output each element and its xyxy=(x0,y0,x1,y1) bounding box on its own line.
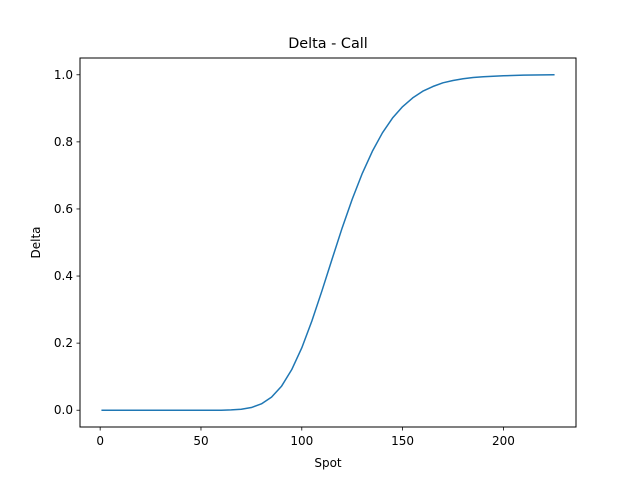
x-tick-label: 100 xyxy=(290,434,313,448)
x-axis-ticks: 0 50 100 150 200 xyxy=(96,427,515,448)
x-tick-label: 150 xyxy=(391,434,414,448)
x-tick-label: 200 xyxy=(492,434,515,448)
axes-frame xyxy=(79,57,577,428)
x-axis-label: Spot xyxy=(314,456,342,470)
chart-title: Delta - Call xyxy=(288,36,368,52)
y-tick-label: 0.2 xyxy=(54,336,73,350)
y-axis-label: Delta xyxy=(29,226,43,258)
x-tick-label: 0 xyxy=(96,434,104,448)
y-axis-ticks: 0.0 0.2 0.4 0.6 0.8 1.0 xyxy=(54,68,80,417)
plot-area xyxy=(101,74,555,411)
series-line-0 xyxy=(101,74,555,411)
y-tick-label: 0.8 xyxy=(54,135,73,149)
y-tick-label: 0.4 xyxy=(54,269,73,283)
y-tick-label: 1.0 xyxy=(54,68,73,82)
x-tick-label: 50 xyxy=(193,434,208,448)
y-tick-label: 0.0 xyxy=(54,403,73,417)
y-tick-label: 0.6 xyxy=(54,202,73,216)
